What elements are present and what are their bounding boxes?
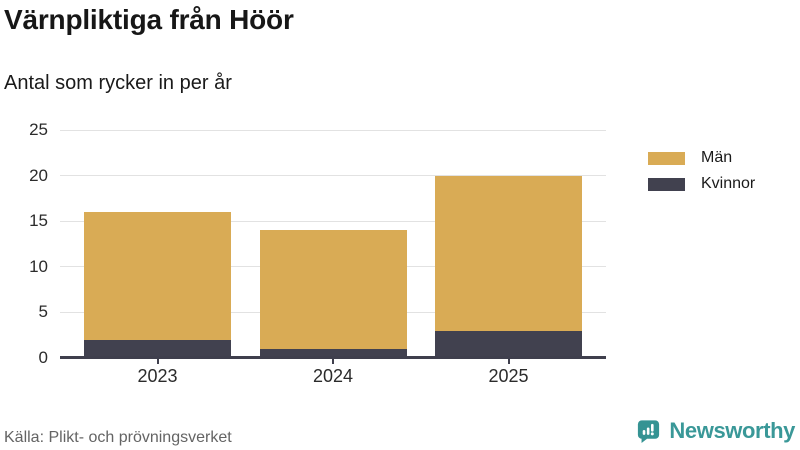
gridline-20 [60, 175, 606, 177]
bar-segment-2025-män [435, 175, 582, 331]
gridline-15 [60, 220, 606, 222]
x-axis-tick [156, 358, 159, 364]
newsworthy-wordmark: Newsworthy [669, 418, 795, 443]
bar-segment-2023-kvinnor [84, 339, 231, 358]
y-axis-tick-label: 20 [29, 165, 48, 185]
legend-item-kvinnor: Kvinnor [648, 171, 755, 197]
legend-swatch-kvinnor [648, 177, 685, 191]
y-axis-tick-label: 25 [29, 120, 48, 139]
y-axis-tick-label: 5 [38, 302, 48, 322]
x-axis-tick [507, 358, 510, 364]
chart-title: Värnpliktiga från Höör [4, 4, 294, 35]
source-note: Källa: Plikt- och prövningsverket [4, 429, 232, 446]
gridline-25 [60, 129, 606, 131]
y-axis-tick-label: 10 [29, 256, 48, 276]
y-axis-tick-label: 15 [29, 211, 48, 231]
x-axis-tick-label: 2025 [488, 366, 529, 386]
bar-segment-2024-män [259, 230, 407, 349]
bar-segment-2025-kvinnor [435, 330, 582, 358]
x-axis-line [60, 356, 606, 359]
x-axis-tick-label: 2024 [312, 366, 354, 386]
newsworthy-bubble-chart-icon [638, 420, 660, 444]
y-axis-tick-label: 0 [38, 348, 48, 367]
x-axis-tick [332, 358, 334, 364]
x-axis-tick-label: 2023 [137, 366, 178, 386]
legend-label: Kvinnor [701, 175, 756, 192]
legend-label: Män [701, 149, 733, 166]
chart-subtitle: Antal som rycker in per år [4, 72, 232, 94]
newsworthy-logo: Newsworthy [635, 416, 795, 446]
bar-segment-2024-kvinnor [259, 348, 407, 358]
legend-item-män: Män [648, 145, 755, 171]
legend-swatch-män [648, 151, 685, 165]
bar-segment-2023-män [84, 212, 231, 340]
legend: Män Kvinnor [648, 145, 755, 197]
